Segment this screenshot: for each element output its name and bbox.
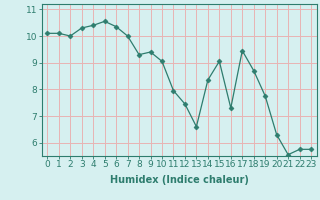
- X-axis label: Humidex (Indice chaleur): Humidex (Indice chaleur): [110, 175, 249, 185]
